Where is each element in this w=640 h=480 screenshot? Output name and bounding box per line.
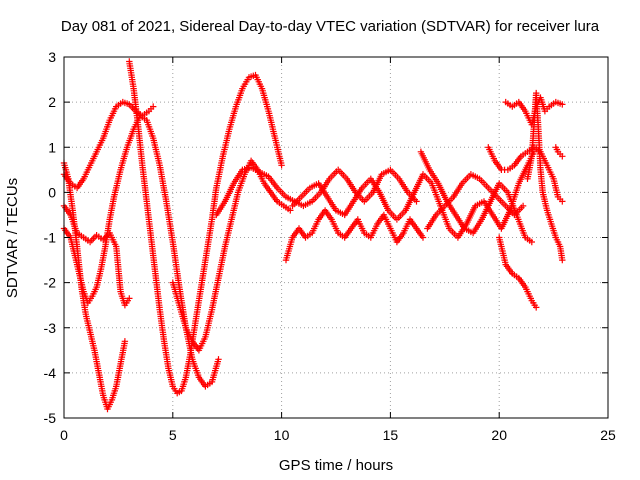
data-point bbox=[150, 103, 157, 110]
series-sat-trace-b bbox=[60, 202, 133, 309]
x-tick-labels: 0 5 10 15 20 25 bbox=[60, 427, 616, 443]
points-layer bbox=[60, 58, 566, 413]
x-tick-label: 20 bbox=[491, 427, 507, 443]
series-sat-trace-c bbox=[60, 112, 222, 390]
data-point bbox=[413, 198, 420, 205]
data-point bbox=[519, 202, 527, 210]
data-point bbox=[287, 207, 294, 214]
data-point bbox=[419, 234, 427, 241]
grid-layer bbox=[64, 57, 608, 418]
y-tick-label: -5 bbox=[44, 410, 57, 426]
data-point bbox=[121, 338, 129, 345]
data-point bbox=[559, 101, 566, 108]
y-tick-label: -2 bbox=[44, 275, 57, 291]
y-axis-label: SDTVAR / TECUs bbox=[4, 178, 21, 298]
y-tick-label: 0 bbox=[48, 184, 56, 200]
y-tick-label: 3 bbox=[48, 49, 56, 65]
ticks-layer bbox=[63, 56, 609, 419]
data-point bbox=[215, 356, 222, 363]
series-sat-trace-m bbox=[496, 234, 540, 311]
y-tick-label: -4 bbox=[44, 365, 57, 381]
data-point bbox=[559, 256, 566, 264]
data-point bbox=[528, 238, 535, 246]
x-tick-label: 0 bbox=[60, 427, 68, 443]
data-point bbox=[559, 153, 566, 160]
x-tick-label: 15 bbox=[383, 427, 399, 443]
x-tick-label: 5 bbox=[169, 427, 177, 443]
y-tick-label: -3 bbox=[44, 320, 57, 336]
x-tick-label: 25 bbox=[600, 427, 616, 443]
data-point bbox=[278, 162, 285, 169]
series-sat-trace-o bbox=[524, 89, 566, 264]
chart-title: Day 081 of 2021, Sidereal Day-to-day VTE… bbox=[61, 18, 600, 35]
series-sat-trace-e bbox=[126, 58, 285, 397]
series-sat-trace-f bbox=[169, 157, 294, 354]
series-sat-trace-d bbox=[60, 98, 157, 192]
y-tick-label: 1 bbox=[48, 139, 56, 155]
x-tick-label: 10 bbox=[274, 427, 290, 443]
series-sat-trace-p bbox=[552, 144, 566, 160]
series-sat-trace-k bbox=[424, 171, 527, 232]
y-tick-label: 2 bbox=[48, 94, 56, 110]
y-tick-labels: -5 -4 -3 -2 -1 0 1 2 3 bbox=[44, 49, 57, 426]
y-tick-label: -1 bbox=[44, 230, 57, 246]
data-point bbox=[126, 295, 133, 302]
data-point bbox=[533, 304, 540, 311]
data-point bbox=[559, 198, 566, 205]
x-axis-label: GPS time / hours bbox=[279, 457, 393, 474]
series-sat-trace-h bbox=[282, 207, 427, 264]
